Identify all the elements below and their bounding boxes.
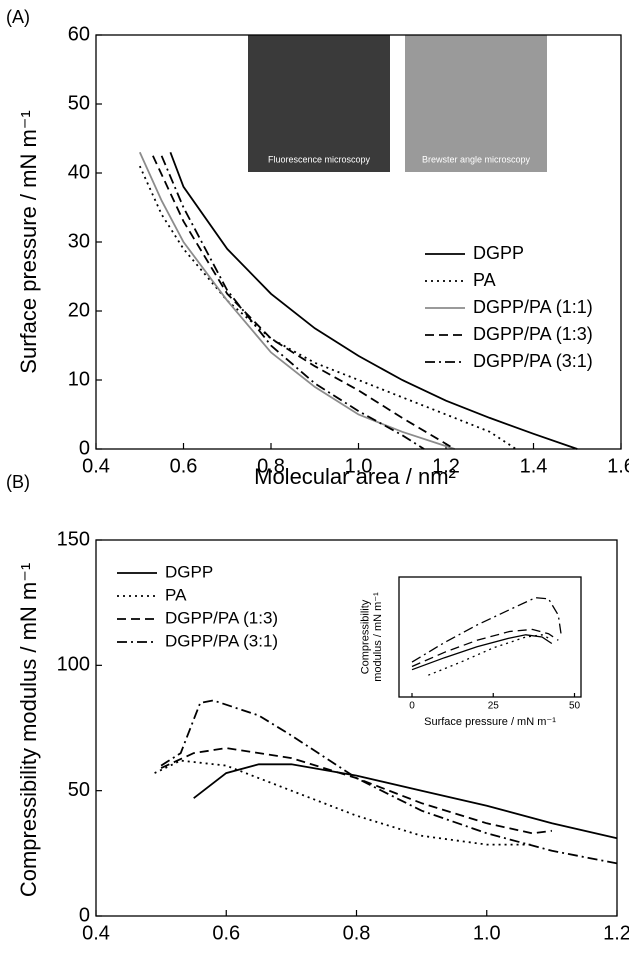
legend-label: DGPP/PA (1:3) [473,324,593,344]
x-tick-label: 0.6 [212,922,240,944]
y-axis-label: Compressibility [360,599,372,674]
x-tick-label: 25 [488,701,500,712]
y-tick-label: 0 [79,904,90,926]
brewster-image [405,35,547,172]
image-caption: Brewster angle microscopy [422,154,531,164]
series-line [160,155,425,450]
series-line [138,165,517,450]
x-tick-label: 0.8 [257,455,285,477]
x-tick-label: 1.0 [473,922,501,944]
y-tick-label: 100 [57,654,90,676]
legend-label: DGPP/PA (3:1) [165,631,278,650]
panel-label: (A) [6,7,30,27]
series-line [411,628,559,668]
x-tick-label: 0 [409,701,415,712]
series-line [152,155,456,450]
x-tick-label: 0.4 [82,922,110,944]
x-tick-label: 0.6 [170,455,198,477]
series-line [169,151,578,450]
x-tick-label: 1.2 [603,922,629,944]
series-line [154,759,533,846]
panel-label: (B) [6,472,30,492]
y-tick-label: 40 [68,161,90,183]
series-line [138,151,455,450]
y-tick-label: 30 [68,230,90,252]
legend-label: PA [473,270,496,290]
series-line [193,763,618,840]
inset-background [399,577,581,697]
y-tick-label: 50 [68,92,90,114]
y-tick-label: 60 [68,23,90,45]
legend-label: DGPP/PA (1:1) [473,297,593,317]
x-tick-label: 1.4 [520,455,548,477]
plot-frame [95,539,618,917]
y-tick-label: 10 [68,368,90,390]
y-tick-label: 0 [79,437,90,459]
y-axis-label: Surface pressure / mN m⁻¹ [16,110,41,373]
y-tick-label: 20 [68,299,90,321]
legend-label: DGPP/PA (3:1) [473,351,593,371]
y-axis-label: Compressibility modulus / mN m⁻¹ [16,563,41,897]
x-axis-label: Surface pressure / mN m⁻¹ [424,716,556,728]
series-line [411,634,553,671]
fluorescence-image [248,35,390,172]
legend-label: DGPP [165,562,213,581]
y-tick-label: 150 [57,528,90,550]
image-caption: Fluorescence microscopy [268,154,371,164]
x-tick-label: 1.0 [345,455,373,477]
legend-label: DGPP [473,243,524,263]
x-tick-label: 1.6 [607,455,629,477]
series-line [411,597,563,663]
x-tick-label: 1.2 [432,455,460,477]
plot-frame [95,34,622,450]
y-axis-label: modulus / mN m⁻¹ [372,592,384,682]
x-tick-label: 50 [569,701,581,712]
x-axis-label: Molecular area / nm² [254,464,456,489]
y-tick-label: 50 [68,779,90,801]
x-tick-label: 0.8 [343,922,371,944]
legend-label: PA [165,585,187,604]
legend-label: DGPP/PA (1:3) [165,608,278,627]
plot-frame [398,576,582,698]
series-line [160,747,553,835]
x-tick-label: 0.4 [82,455,110,477]
